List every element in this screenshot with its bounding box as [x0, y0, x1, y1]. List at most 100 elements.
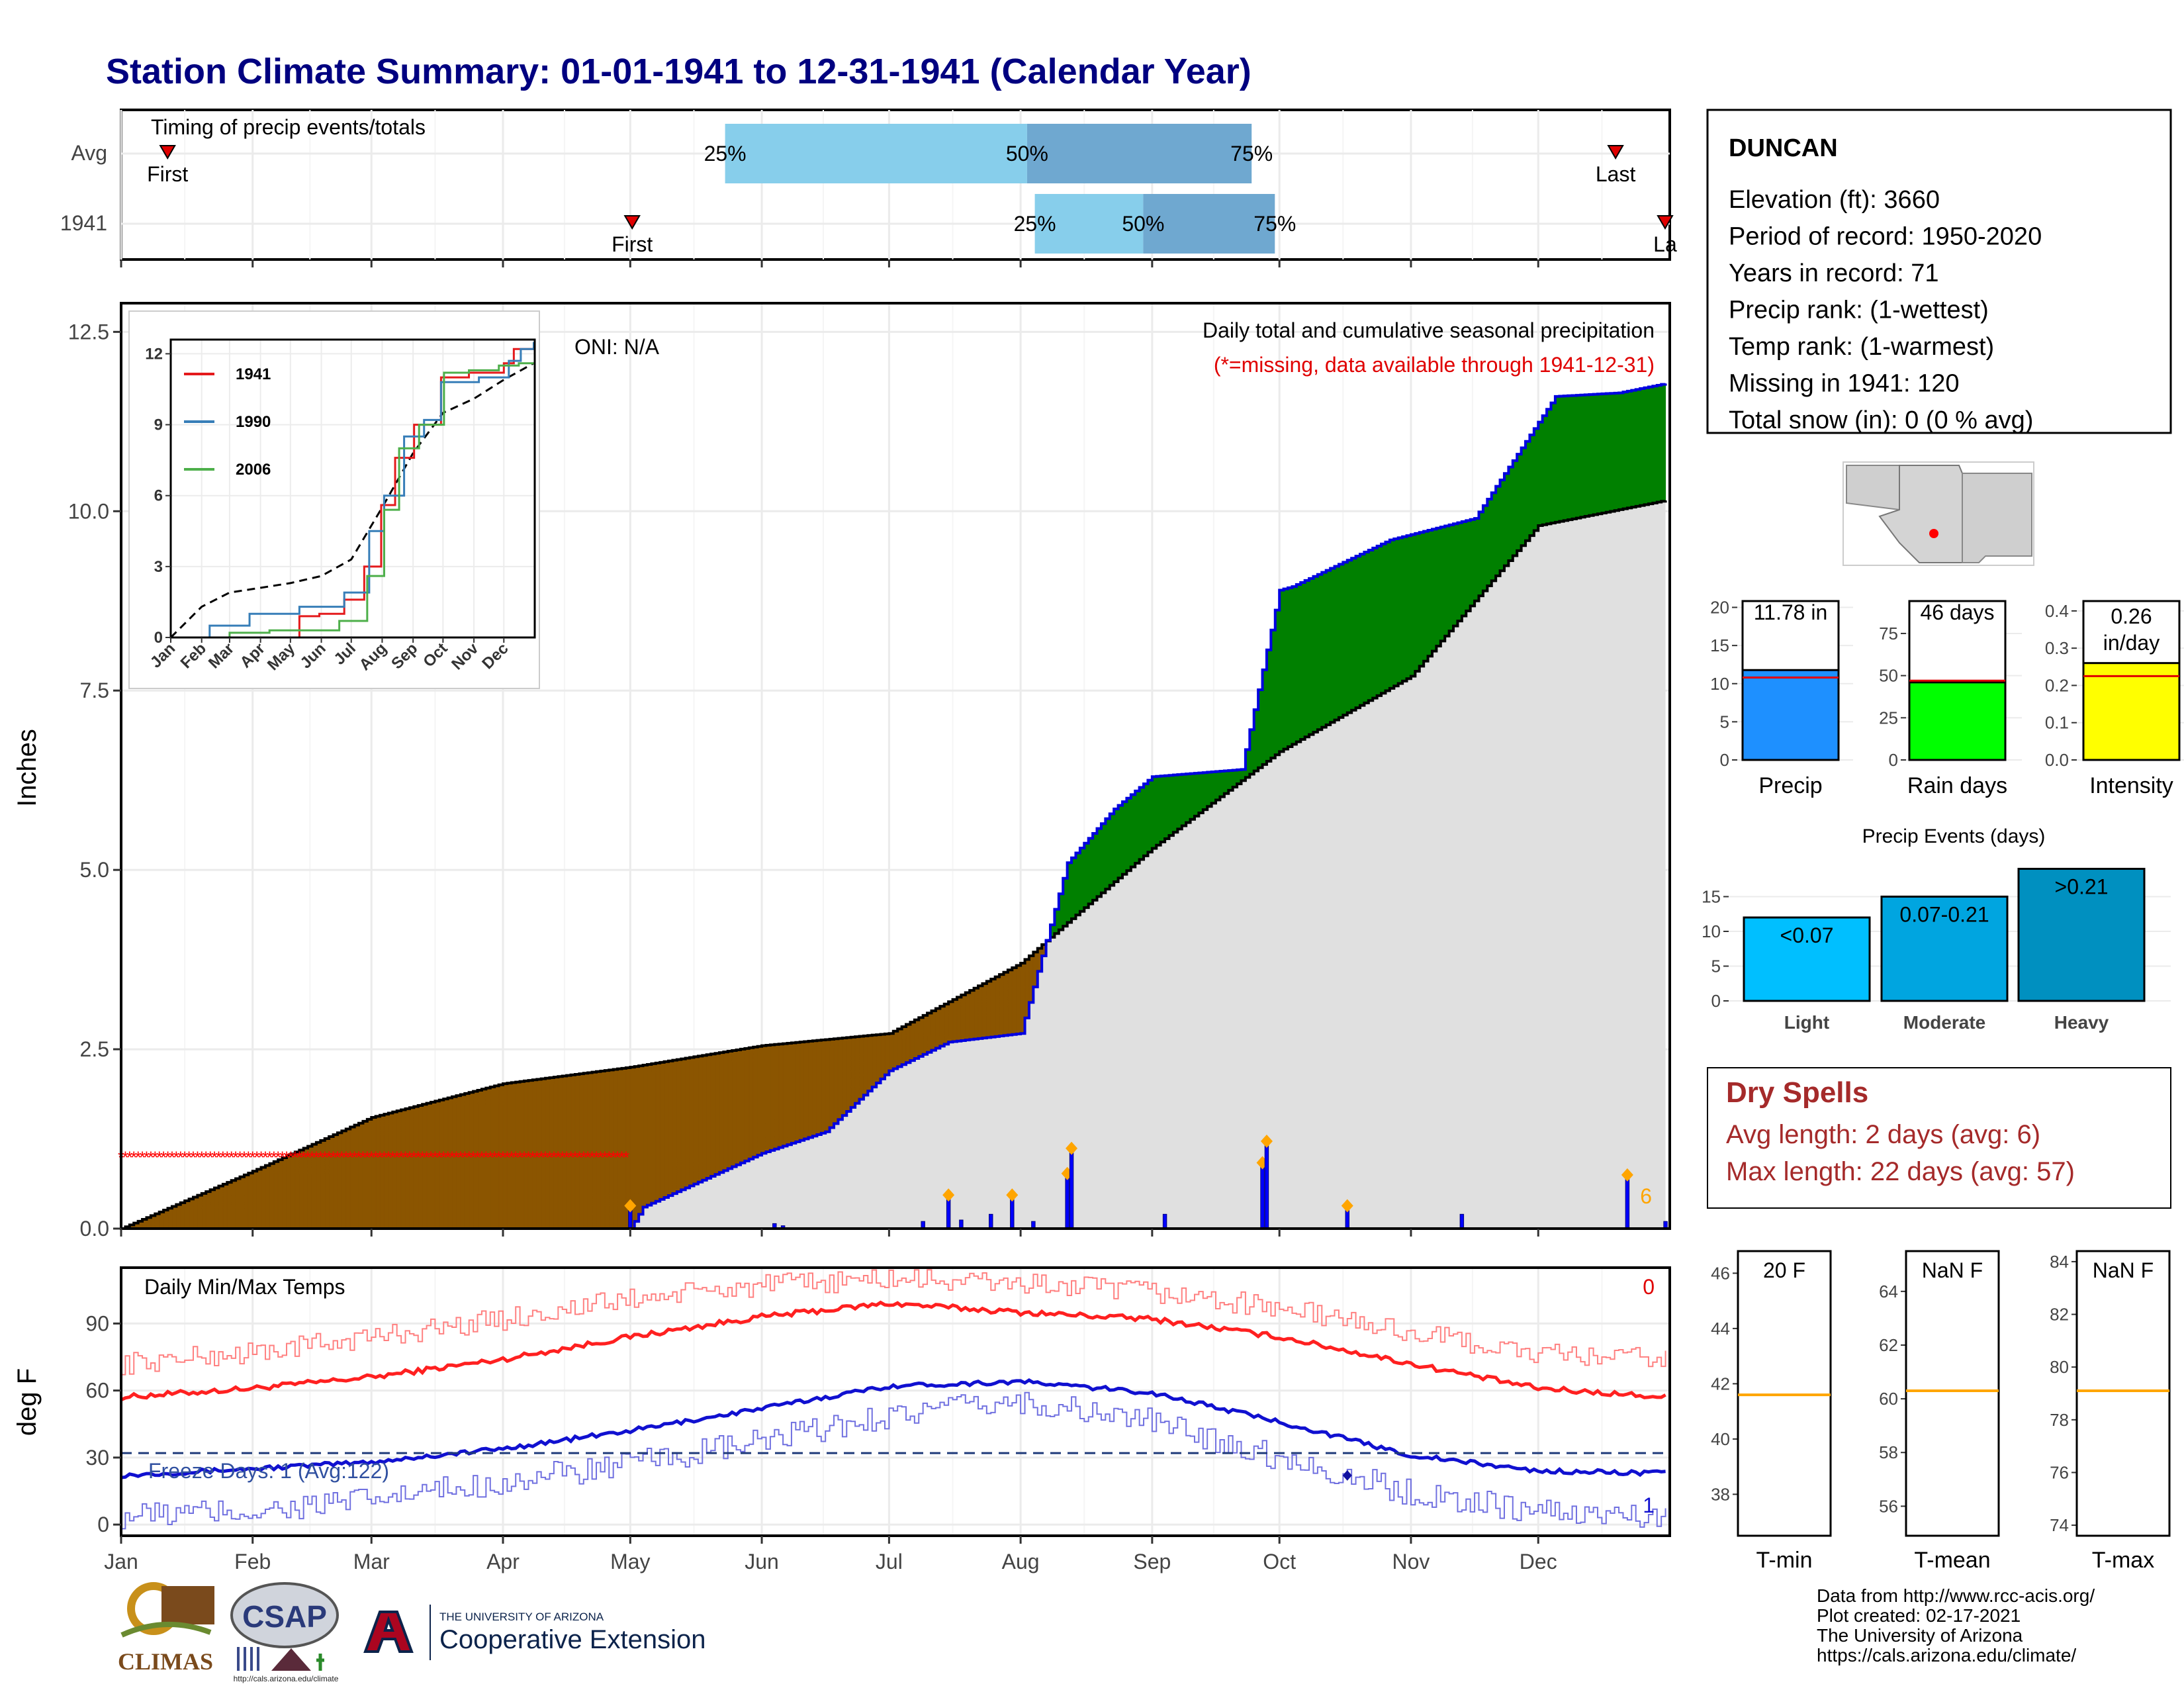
daily-precip-bar — [1260, 1163, 1265, 1229]
bar-y-tick-label-1: 75 — [1879, 624, 1898, 643]
timing-1941-bar-lower — [1034, 194, 1144, 254]
csap-mountain-icon — [271, 1648, 311, 1671]
month-label-aug: Aug — [1002, 1550, 1040, 1573]
missing-day-marker: * — [152, 1148, 158, 1168]
dry-spells-title: Dry Spells — [1726, 1076, 1868, 1109]
csap-logo: CSAP http://cals.arizona.edu/climate — [230, 1582, 339, 1683]
footer-line-3: https://cals.arizona.edu/climate/ — [1817, 1645, 2076, 1665]
missing-day-marker: * — [169, 1148, 175, 1168]
timing-avg-p75: 75% — [1230, 142, 1273, 165]
missing-day-marker: * — [576, 1148, 582, 1168]
missing-note: (*=missing, data available through 1941-… — [1214, 353, 1655, 377]
bar-y-tick-label-2: 0.3 — [2045, 638, 2069, 658]
missing-day-marker: * — [160, 1148, 167, 1168]
missing-day-marker: * — [308, 1148, 315, 1168]
missing-day-marker: * — [368, 1148, 375, 1168]
missing-day-marker: * — [424, 1148, 430, 1168]
csap-rain-icon — [237, 1647, 259, 1671]
climas-cloud-icon — [161, 1586, 214, 1624]
map-state-west — [1846, 465, 1900, 511]
missing-day-marker: * — [232, 1148, 239, 1168]
month-label-nov: Nov — [1392, 1550, 1430, 1573]
month-label-may: May — [610, 1550, 650, 1573]
missing-day-marker: * — [496, 1148, 502, 1168]
temp-y-tick-label: 0 — [97, 1513, 109, 1536]
dry-spells-box: Dry Spells Avg length: 2 days (avg: 6) M… — [1707, 1067, 2171, 1209]
missing-day-marker: * — [317, 1148, 324, 1168]
missing-day-marker: * — [466, 1148, 473, 1168]
missing-day-marker: * — [156, 1148, 163, 1168]
location-map — [1843, 461, 2034, 566]
events-y-tick-label: 0 — [1711, 991, 1721, 1011]
station-frame — [1706, 109, 2172, 434]
tbox-y-tick-label-1: 56 — [1879, 1496, 1898, 1516]
events-category-label-moderate: Moderate — [1903, 1012, 1985, 1033]
missing-day-marker: * — [487, 1148, 494, 1168]
events-category-label-light: Light — [1784, 1012, 1829, 1033]
timing-1941-p50: 50% — [1122, 212, 1164, 236]
missing-day-marker: * — [173, 1148, 179, 1168]
temp-y-tick-label: 30 — [85, 1446, 109, 1470]
missing-day-marker: * — [322, 1148, 328, 1168]
csap-cloud-icon — [230, 1582, 339, 1648]
missing-day-marker: * — [385, 1148, 392, 1168]
missing-day-marker: * — [453, 1148, 459, 1168]
missing-day-marker: * — [563, 1148, 570, 1168]
tbox-value-0: 20 F — [1763, 1258, 1805, 1282]
tbox-y-tick-label-1: 60 — [1879, 1389, 1898, 1409]
precip-frame — [120, 302, 1671, 1230]
timing-avg-p50: 50% — [1006, 142, 1048, 165]
tbox-y-tick-label-0: 46 — [1711, 1263, 1730, 1283]
bar-category-label-0: Precip — [1758, 773, 1822, 798]
missing-day-marker: * — [589, 1148, 596, 1168]
heavy-precip-marker — [1066, 1141, 1078, 1155]
tbox-value-2: NaN F — [2093, 1258, 2154, 1282]
month-label-dec: Dec — [1520, 1550, 1557, 1573]
summary-bars: 0 5 10 15 20 11.78 in Precip 0 25 50 75 46 days Rain… — [1710, 598, 2184, 798]
csap-wordmark: CSAP — [242, 1599, 327, 1634]
inset-background — [128, 310, 540, 689]
freeze-days-label: Freeze Days: 1 (Avg:122) — [148, 1459, 389, 1483]
temp-series-avg-min — [120, 1378, 1666, 1479]
missing-day-marker: * — [143, 1148, 150, 1168]
inset-frame — [169, 338, 536, 639]
missing-day-marker: * — [355, 1148, 362, 1168]
tbox-y-tick-label-2: 80 — [2050, 1357, 2069, 1377]
bar-value-rain-days — [1908, 681, 2007, 761]
temp-background — [121, 1268, 1670, 1536]
missing-day-marker: * — [236, 1148, 243, 1168]
precip-y-tick-label: 0.0 — [80, 1217, 109, 1241]
temp-frame — [120, 1266, 1671, 1537]
station-info: DUNCAN Elevation (ft): 3660 Period of rec… — [1706, 109, 2172, 434]
missing-day-marker: * — [228, 1148, 235, 1168]
csap-url: http://cals.arizona.edu/climate — [234, 1674, 339, 1683]
missing-day-marker: * — [377, 1148, 383, 1168]
temperature-panel: 0 30 60 90 deg F Daily Min/Max Temps 0 Free… — [13, 1266, 1671, 1537]
university-logo: THE UNIVERSITY OF ARIZONA Cooperative Ex… — [363, 1605, 705, 1660]
timing-1941-p25: 25% — [1014, 212, 1056, 236]
missing-day-marker: * — [533, 1148, 540, 1168]
bar-y-tick-label-0: 10 — [1710, 674, 1729, 694]
timing-label: Timing of precip events/totals — [151, 115, 426, 139]
missing-day-marker: * — [500, 1148, 506, 1168]
temp-y-axis-label: deg F — [13, 1368, 42, 1436]
station-line-3: Precip rank: (1-wettest) — [1729, 297, 1989, 324]
tbox-label-t-min: T-min — [1756, 1548, 1813, 1573]
missing-day-marker: * — [517, 1148, 523, 1168]
tbox-value-1: NaN F — [1922, 1258, 1983, 1282]
missing-day-marker: * — [122, 1148, 128, 1168]
missing-day-marker: * — [275, 1148, 281, 1168]
missing-day-marker: * — [381, 1148, 387, 1168]
map-state-east — [1962, 473, 2032, 563]
timing-1941-last-label: La — [1653, 232, 1677, 256]
missing-day-marker: * — [559, 1148, 566, 1168]
missing-day-marker: * — [241, 1148, 248, 1168]
temp-y-tick-label: 60 — [85, 1379, 109, 1403]
missing-day-marker: * — [300, 1148, 307, 1168]
missing-day-marker: * — [373, 1148, 379, 1168]
heavy-precip-marker — [624, 1199, 637, 1213]
missing-day-marker: * — [148, 1148, 154, 1168]
dry-spells-frame — [1707, 1067, 2171, 1209]
timing-avg-bar-upper — [1026, 124, 1252, 183]
